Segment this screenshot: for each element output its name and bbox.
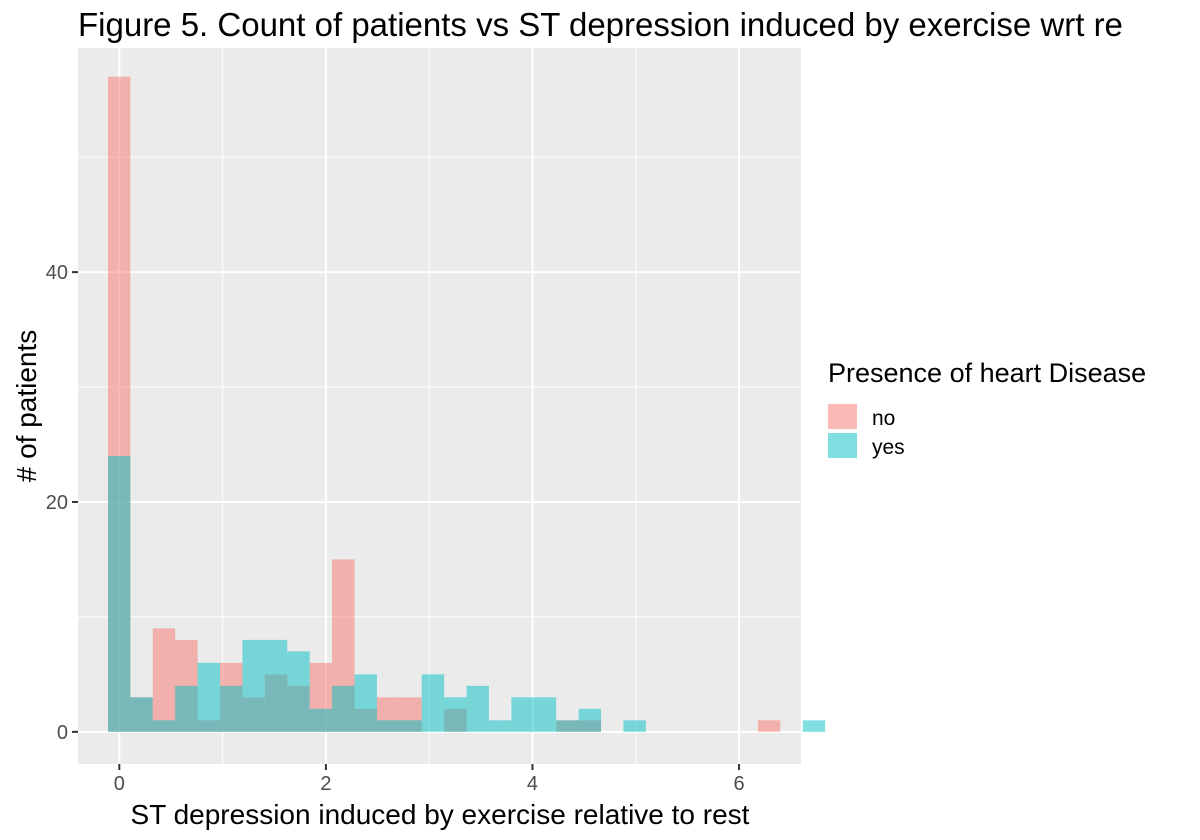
y-tick-label: 20 (46, 492, 68, 514)
bar-yes (309, 708, 333, 732)
x-axis-label: ST depression induced by exercise relati… (131, 799, 750, 830)
bar-yes (220, 685, 243, 732)
x-tick-label: 2 (320, 773, 331, 795)
series-yes-bars (107, 455, 826, 732)
bar-yes (466, 685, 489, 732)
bar-yes (376, 720, 400, 732)
bar-yes (242, 639, 265, 732)
bar-yes (264, 639, 288, 732)
bar-yes (511, 697, 534, 732)
bar-yes (533, 697, 557, 732)
bar-yes (556, 720, 579, 732)
bar-yes (332, 685, 355, 732)
bar-yes (623, 720, 646, 732)
legend-key-yes (828, 433, 857, 458)
y-axis-label: # of patients (11, 330, 42, 483)
legend: Presence of heart Disease no yes (828, 358, 1146, 459)
bar-yes (399, 720, 422, 732)
minor-gridlines (78, 48, 801, 764)
bar-yes (578, 708, 602, 732)
x-tick-label: 6 (733, 773, 744, 795)
bar-yes (197, 662, 221, 732)
x-tick-label: 0 (114, 773, 125, 795)
bar-yes (802, 720, 826, 732)
bar-yes (175, 685, 198, 732)
bar-no (757, 720, 781, 732)
bar-yes (152, 720, 176, 732)
bar-yes (354, 674, 377, 732)
legend-key-no (828, 404, 857, 429)
plot-panel (78, 48, 801, 764)
legend-label-yes: yes (872, 436, 905, 459)
x-tick-label: 4 (527, 773, 538, 795)
y-tick-label: 0 (57, 722, 68, 744)
bar-yes (130, 697, 153, 732)
chart-title: Figure 5. Count of patients vs ST depres… (78, 6, 1123, 43)
legend-title: Presence of heart Disease (828, 358, 1146, 388)
bar-yes (107, 455, 131, 732)
bar-yes (287, 651, 310, 732)
y-tick-label: 40 (46, 262, 68, 284)
axes: 0 2 4 6 0 20 40 (46, 262, 745, 795)
legend-label-no: no (872, 407, 895, 430)
bar-yes (421, 674, 445, 732)
bar-yes (444, 697, 467, 732)
bar-no (152, 628, 176, 732)
bar-yes (488, 720, 512, 732)
